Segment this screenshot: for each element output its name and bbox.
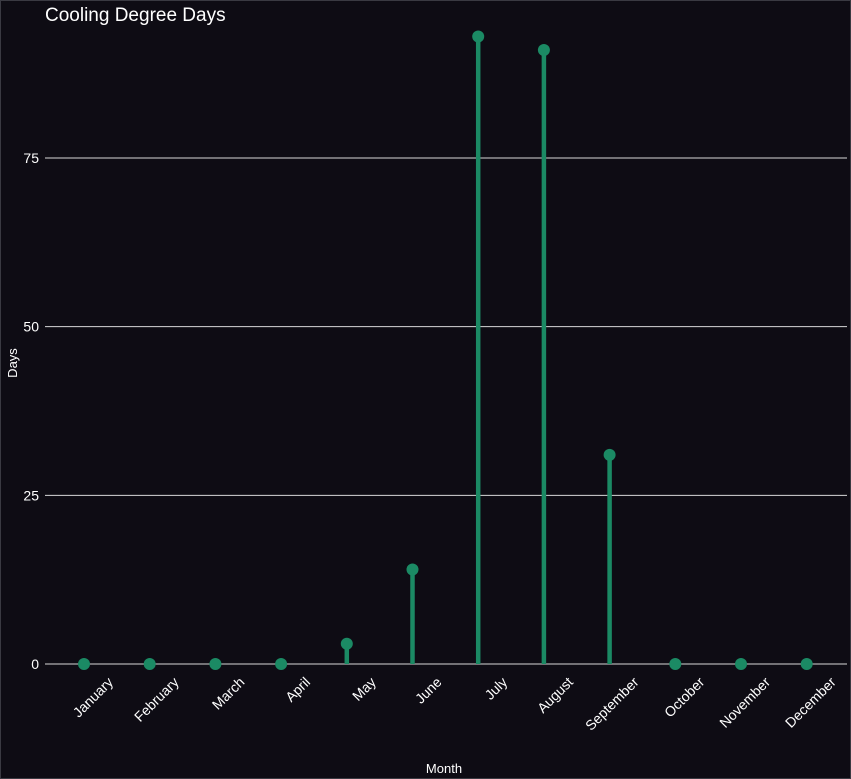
y-axis-ticks: 0 25 50 75 <box>23 150 39 672</box>
chart-title: Cooling Degree Days <box>45 5 226 26</box>
dot-june <box>406 563 419 576</box>
dot-august <box>537 43 550 56</box>
dot-january <box>78 658 90 670</box>
dot-february <box>143 658 156 670</box>
x-tick-label: August <box>534 674 576 716</box>
lollipop-stems <box>344 36 612 664</box>
x-tick-label: November <box>716 674 773 731</box>
x-tick-label: July <box>481 674 510 703</box>
y-axis-label: Days <box>5 348 20 378</box>
x-tick-label: March <box>209 674 248 713</box>
y-tick-label: 50 <box>23 319 39 335</box>
dot-may <box>340 637 353 650</box>
dot-december <box>800 658 813 670</box>
y-tick-label: 0 <box>31 656 39 672</box>
dot-july <box>472 30 485 43</box>
x-tick-label: May <box>349 674 379 704</box>
y-tick-label: 25 <box>23 487 39 503</box>
x-tick-label: February <box>131 674 182 725</box>
x-tick-label: December <box>782 674 839 731</box>
x-tick-label: October <box>661 674 708 721</box>
dot-november <box>735 658 747 670</box>
lollipop-dots <box>78 30 813 670</box>
gridlines <box>45 157 847 665</box>
x-axis-label: Month <box>426 761 462 776</box>
dot-september <box>603 448 616 461</box>
x-tick-label: September <box>582 674 642 734</box>
x-tick-label: June <box>412 674 445 707</box>
x-axis-ticks: January February March April May June July Augu… <box>70 674 839 734</box>
dot-april <box>275 658 288 670</box>
x-tick-label: April <box>282 674 313 705</box>
y-tick-label: 75 <box>23 150 39 166</box>
dot-march <box>209 658 222 670</box>
dot-october <box>669 658 682 670</box>
x-tick-label: January <box>70 674 117 721</box>
